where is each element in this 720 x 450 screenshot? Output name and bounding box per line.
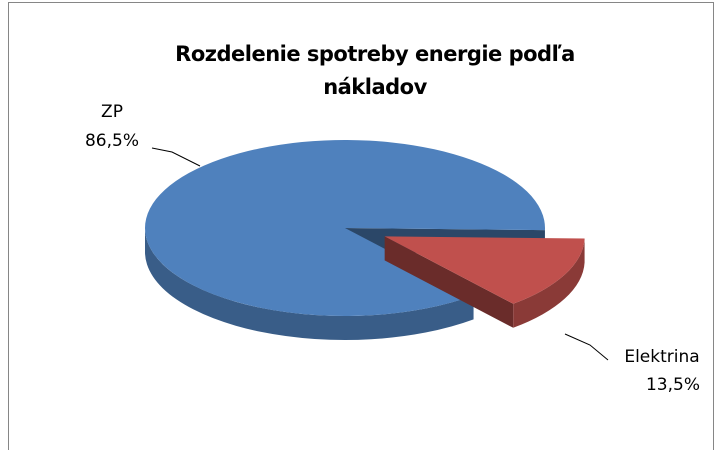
slice-label: ZP — [101, 102, 123, 122]
leader-line — [564, 333, 609, 361]
slice-label: Elektrina — [624, 347, 699, 367]
pie — [145, 139, 585, 341]
value-label: 86,5% — [85, 131, 139, 151]
value-label: 13,5% — [646, 375, 700, 395]
pie-slice — [384, 236, 585, 328]
slice-top — [384, 236, 585, 304]
slice-side — [513, 238, 585, 328]
slice-top — [145, 139, 545, 317]
leader-line — [151, 147, 201, 167]
slice-side — [145, 228, 474, 341]
slice-wall — [384, 236, 514, 328]
chart-border — [8, 2, 714, 450]
chart-title: Rozdelenie spotreby energie podľa náklad… — [175, 42, 575, 99]
